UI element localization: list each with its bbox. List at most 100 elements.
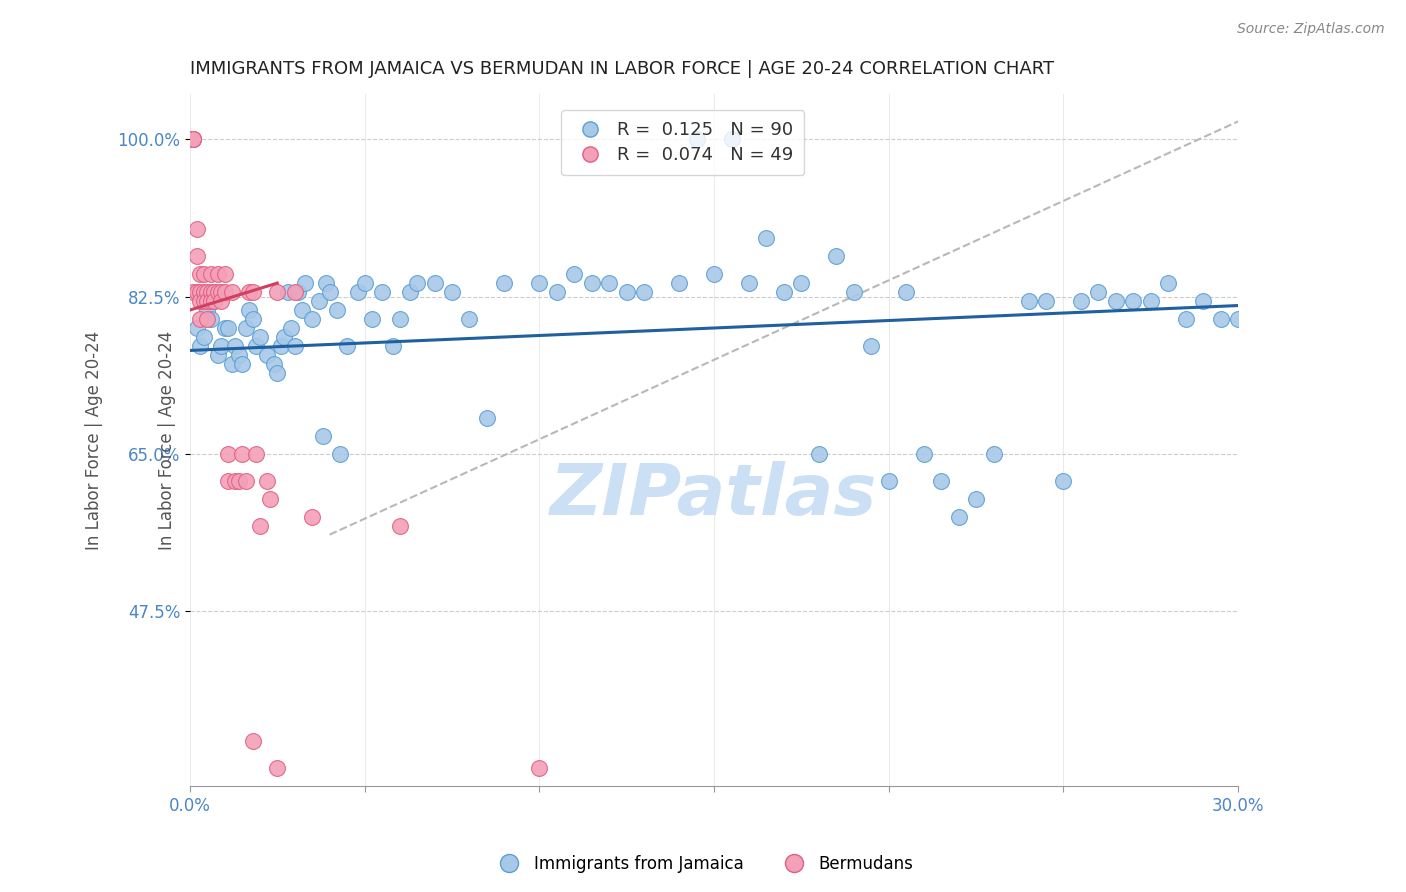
Immigrants from Jamaica [773, 285, 796, 299]
Immigrants from Jamaica [228, 348, 250, 362]
Text: ZIPatlas: ZIPatlas [550, 461, 877, 530]
Immigrants from Jamaica [291, 303, 314, 318]
Immigrants from Jamaica [371, 285, 394, 299]
Immigrants from Jamaica [440, 285, 463, 299]
Bermudans [217, 447, 239, 461]
Bermudans [193, 285, 215, 299]
Immigrants from Jamaica [287, 285, 309, 299]
Immigrants from Jamaica [301, 312, 323, 326]
Bermudans [388, 518, 411, 533]
Bermudans [207, 285, 229, 299]
Immigrants from Jamaica [983, 447, 1005, 461]
Bermudans [195, 293, 218, 308]
Bermudans [190, 312, 212, 326]
Immigrants from Jamaica [329, 447, 352, 461]
Immigrants from Jamaica [1174, 312, 1197, 326]
Text: IMMIGRANTS FROM JAMAICA VS BERMUDAN IN LABOR FORCE | AGE 20-24 CORRELATION CHART: IMMIGRANTS FROM JAMAICA VS BERMUDAN IN L… [190, 60, 1054, 78]
Immigrants from Jamaica [195, 303, 218, 318]
Bermudans [186, 222, 208, 236]
Immigrants from Jamaica [616, 285, 638, 299]
Bermudans [224, 474, 246, 488]
Immigrants from Jamaica [755, 231, 778, 245]
Immigrants from Jamaica [529, 276, 551, 290]
Immigrants from Jamaica [249, 330, 271, 344]
Immigrants from Jamaica [1227, 312, 1250, 326]
Bermudans [183, 132, 205, 146]
Immigrants from Jamaica [1140, 293, 1163, 308]
Bermudans [266, 761, 288, 775]
Immigrants from Jamaica [790, 276, 813, 290]
Immigrants from Jamaica [245, 339, 267, 353]
Bermudans [183, 132, 205, 146]
Immigrants from Jamaica [202, 293, 225, 308]
Immigrants from Jamaica [353, 276, 375, 290]
Immigrants from Jamaica [336, 339, 359, 353]
Bermudans [186, 285, 208, 299]
Immigrants from Jamaica [423, 276, 446, 290]
Immigrants from Jamaica [1105, 293, 1128, 308]
Immigrants from Jamaica [266, 366, 288, 380]
Immigrants from Jamaica [231, 357, 253, 371]
Immigrants from Jamaica [458, 312, 481, 326]
Immigrants from Jamaica [1087, 285, 1109, 299]
Immigrants from Jamaica [860, 339, 883, 353]
Immigrants from Jamaica [238, 303, 260, 318]
Immigrants from Jamaica [965, 491, 987, 506]
Immigrants from Jamaica [1018, 293, 1040, 308]
Bermudans [183, 132, 205, 146]
Immigrants from Jamaica [948, 509, 970, 524]
Immigrants from Jamaica [224, 339, 246, 353]
Legend: R =  0.125   N = 90, R =  0.074   N = 49: R = 0.125 N = 90, R = 0.074 N = 49 [561, 111, 804, 175]
Immigrants from Jamaica [494, 276, 516, 290]
Bermudans [200, 267, 222, 281]
Immigrants from Jamaica [190, 339, 212, 353]
Immigrants from Jamaica [346, 285, 368, 299]
Immigrants from Jamaica [381, 339, 404, 353]
Bermudans [193, 293, 215, 308]
Bermudans [209, 293, 232, 308]
Bermudans [207, 267, 229, 281]
Bermudans [202, 293, 225, 308]
Immigrants from Jamaica [277, 285, 299, 299]
Bermudans [200, 293, 222, 308]
Y-axis label: In Labor Force | Age 20-24: In Labor Force | Age 20-24 [86, 331, 103, 549]
Bermudans [214, 285, 236, 299]
Immigrants from Jamaica [200, 312, 222, 326]
Immigrants from Jamaica [308, 293, 330, 308]
Immigrants from Jamaica [475, 410, 498, 425]
Immigrants from Jamaica [1122, 293, 1144, 308]
Immigrants from Jamaica [214, 321, 236, 335]
Bermudans [183, 285, 205, 299]
Immigrants from Jamaica [546, 285, 568, 299]
Bermudans [256, 474, 278, 488]
Text: Source: ZipAtlas.com: Source: ZipAtlas.com [1237, 22, 1385, 37]
Immigrants from Jamaica [406, 276, 429, 290]
Bermudans [249, 518, 271, 533]
Immigrants from Jamaica [186, 321, 208, 335]
Bermudans [200, 285, 222, 299]
Bermudans [245, 447, 267, 461]
Immigrants from Jamaica [315, 276, 337, 290]
Bermudans [266, 285, 288, 299]
Bermudans [235, 474, 257, 488]
Immigrants from Jamaica [207, 348, 229, 362]
Immigrants from Jamaica [685, 132, 707, 146]
Bermudans [231, 447, 253, 461]
Bermudans [284, 285, 307, 299]
Immigrants from Jamaica [929, 474, 952, 488]
Immigrants from Jamaica [1192, 293, 1215, 308]
Immigrants from Jamaica [562, 267, 585, 281]
Bermudans [221, 285, 243, 299]
Immigrants from Jamaica [294, 276, 316, 290]
Bermudans [242, 285, 264, 299]
Bermudans [259, 491, 281, 506]
Bermudans [195, 285, 218, 299]
Immigrants from Jamaica [270, 339, 292, 353]
Bermudans [242, 734, 264, 748]
Immigrants from Jamaica [318, 285, 340, 299]
Bermudans [228, 474, 250, 488]
Immigrants from Jamaica [242, 312, 264, 326]
Immigrants from Jamaica [877, 474, 900, 488]
Immigrants from Jamaica [263, 357, 285, 371]
Immigrants from Jamaica [235, 321, 257, 335]
